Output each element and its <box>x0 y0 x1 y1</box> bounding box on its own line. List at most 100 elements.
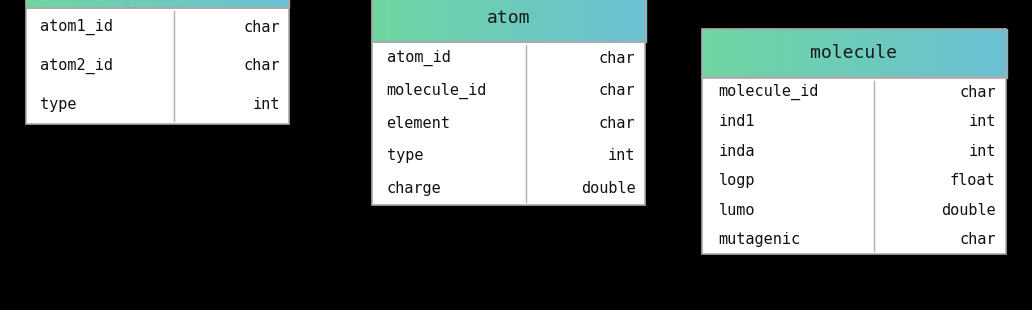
Bar <box>461 0 463 42</box>
Bar <box>578 0 580 42</box>
Bar <box>796 29 798 78</box>
Bar <box>118 0 120 8</box>
Bar <box>389 0 391 42</box>
Text: atom_id: atom_id <box>387 50 450 66</box>
Bar <box>909 29 911 78</box>
Bar <box>792 29 794 78</box>
Bar <box>46 0 49 8</box>
Bar <box>470 0 472 42</box>
Bar <box>288 0 289 8</box>
Bar <box>502 0 504 42</box>
Bar <box>706 29 708 78</box>
Bar <box>973 29 975 78</box>
Bar <box>904 29 906 78</box>
Bar <box>266 0 268 8</box>
Bar <box>715 29 717 78</box>
Bar <box>259 0 260 8</box>
Bar <box>247 0 249 8</box>
Bar <box>533 0 535 42</box>
Bar <box>980 29 982 78</box>
Bar <box>967 29 969 78</box>
Bar <box>120 0 121 8</box>
Bar <box>915 29 916 78</box>
Bar <box>30 0 32 8</box>
Bar <box>395 0 396 42</box>
Bar <box>595 0 598 42</box>
Bar <box>551 0 552 42</box>
Bar <box>237 0 239 8</box>
Bar <box>457 0 459 42</box>
Bar <box>545 0 547 42</box>
Bar <box>548 0 550 42</box>
Bar <box>939 29 941 78</box>
Bar <box>236 0 238 8</box>
Bar <box>149 0 150 8</box>
Bar <box>985 29 987 78</box>
Bar <box>766 29 768 78</box>
Bar <box>243 0 245 8</box>
Text: char: char <box>244 20 280 35</box>
Bar <box>246 0 248 8</box>
Bar <box>197 0 199 8</box>
Bar <box>945 29 947 78</box>
Bar <box>460 0 462 42</box>
Bar <box>161 0 163 8</box>
Bar <box>519 0 521 42</box>
Bar <box>125 0 126 8</box>
Bar <box>194 0 196 8</box>
Bar <box>44 0 46 8</box>
Bar <box>26 8 289 124</box>
Bar <box>108 0 110 8</box>
Bar <box>481 0 483 42</box>
Text: char: char <box>959 232 996 247</box>
Bar <box>63 0 64 8</box>
Bar <box>393 0 395 42</box>
Bar <box>801 29 803 78</box>
Bar <box>239 0 240 8</box>
Bar <box>644 0 646 42</box>
Bar <box>476 0 478 42</box>
Bar <box>772 29 774 78</box>
Bar <box>884 29 886 78</box>
Bar <box>891 29 893 78</box>
Bar <box>767 29 769 78</box>
Bar <box>373 0 375 42</box>
Text: ind1: ind1 <box>718 114 755 129</box>
Bar <box>486 0 488 42</box>
Bar <box>566 0 568 42</box>
Bar <box>642 0 644 42</box>
Bar <box>218 0 220 8</box>
Bar <box>537 0 539 42</box>
Bar <box>952 29 954 78</box>
Bar <box>981 29 983 78</box>
Bar <box>603 0 605 42</box>
Bar <box>281 0 283 8</box>
Bar <box>892 29 894 78</box>
Bar <box>37 0 39 8</box>
Bar <box>907 29 909 78</box>
Bar <box>724 29 727 78</box>
Bar <box>75 0 77 8</box>
Bar <box>240 0 243 8</box>
Bar <box>165 0 167 8</box>
Bar <box>523 0 525 42</box>
Bar <box>422 0 424 42</box>
Bar <box>540 0 542 42</box>
Bar <box>415 0 417 42</box>
Bar <box>834 29 836 78</box>
Bar <box>753 29 755 78</box>
Bar <box>640 0 642 42</box>
Bar <box>996 29 998 78</box>
Bar <box>920 29 922 78</box>
Bar <box>455 0 457 42</box>
Bar <box>988 29 990 78</box>
Bar <box>921 29 923 78</box>
Bar <box>410 0 412 42</box>
Bar <box>450 0 451 42</box>
Bar <box>269 0 271 8</box>
Bar <box>490 0 492 42</box>
Bar <box>836 29 838 78</box>
Bar <box>273 0 275 8</box>
Bar <box>702 29 1006 78</box>
Bar <box>776 29 778 78</box>
